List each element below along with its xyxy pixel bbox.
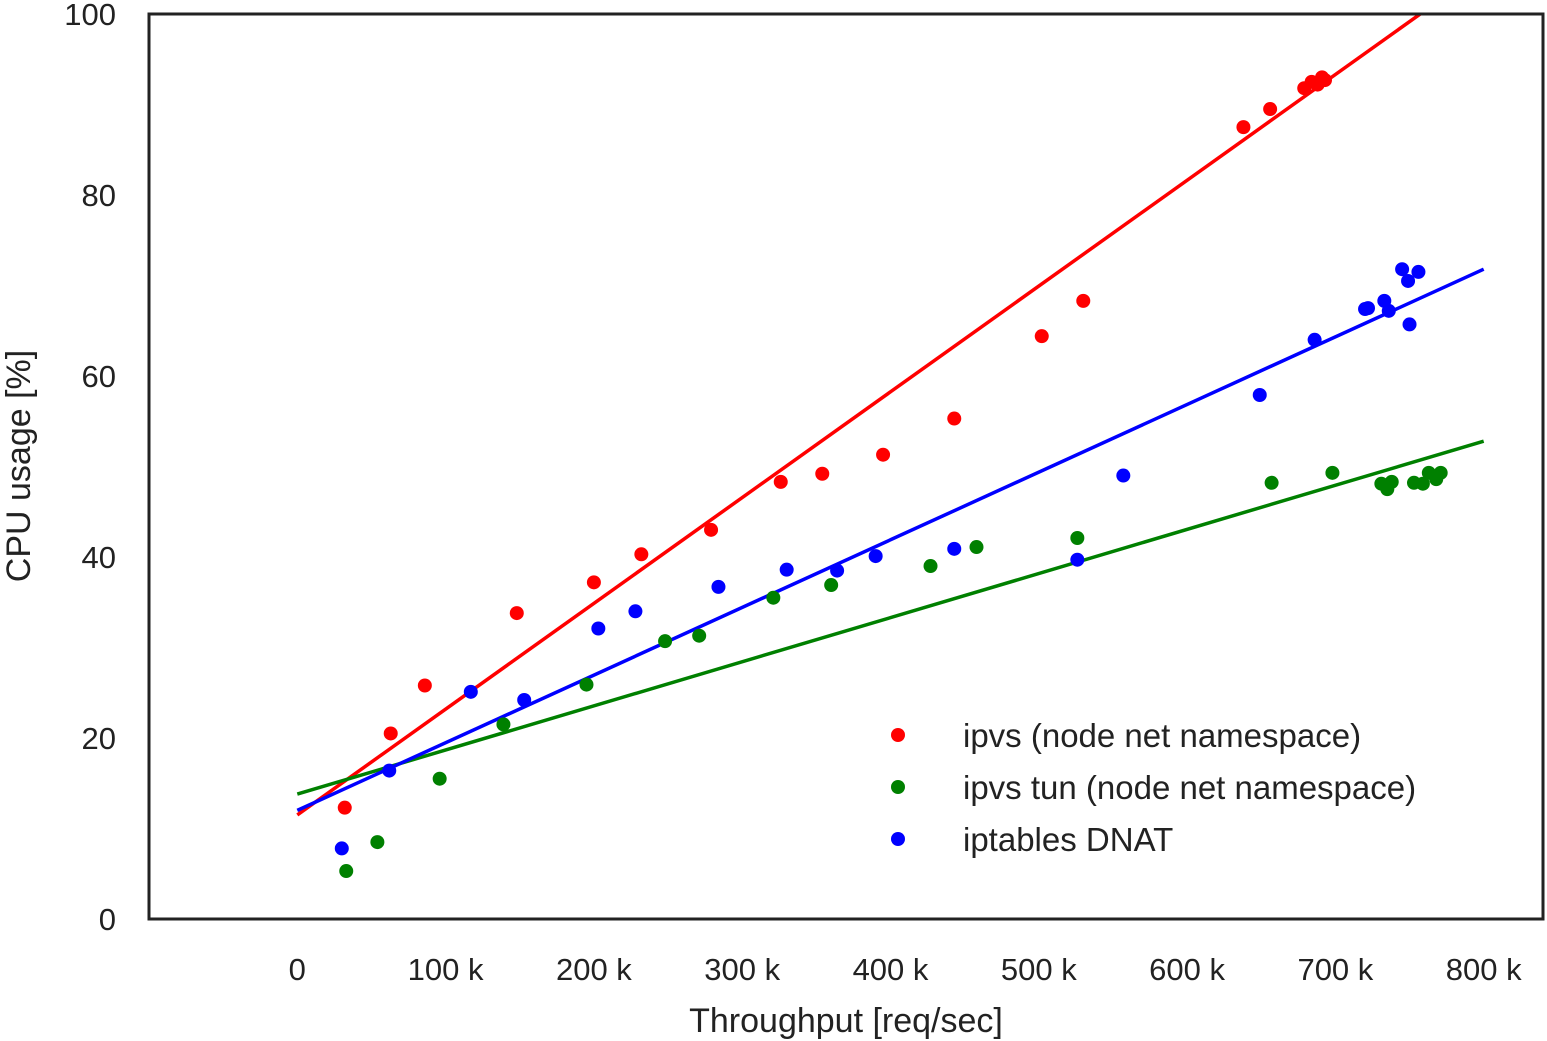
fit-line [296, 14, 1424, 817]
data-point [417, 678, 432, 693]
y-tick-label: 100 [64, 0, 116, 32]
y-axis-ticks: 0 20 40 60 80 100 [64, 0, 116, 937]
fit-line [296, 439, 1485, 796]
data-point [1384, 474, 1399, 489]
x-tick-label: 400 k [853, 952, 929, 987]
data-point [1361, 301, 1376, 316]
x-tick-label: 700 k [1297, 952, 1373, 987]
data-point [830, 563, 845, 578]
x-tick-label: 800 k [1446, 952, 1522, 987]
y-tick-label: 20 [82, 721, 116, 756]
legend-entry-label: ipvs (node net namespace) [963, 717, 1361, 754]
legend-marker [891, 728, 905, 742]
data-point [339, 864, 354, 879]
data-point [496, 717, 511, 732]
data-point [1401, 273, 1416, 288]
data-point [704, 522, 719, 537]
data-point [586, 575, 601, 590]
y-tick-label: 0 [99, 902, 116, 937]
data-point [692, 628, 707, 643]
data-point [383, 726, 398, 741]
data-point [923, 559, 938, 574]
data-point [1415, 476, 1430, 491]
data-point [1433, 465, 1448, 480]
x-tick-label: 500 k [1001, 952, 1077, 987]
data-point [579, 677, 594, 692]
data-point [334, 841, 349, 856]
data-point [1070, 552, 1085, 567]
x-tick-label: 600 k [1149, 952, 1225, 987]
data-point [773, 474, 788, 489]
data-point [1252, 388, 1267, 403]
data-point [1395, 262, 1410, 277]
data-point [947, 541, 962, 556]
fit-lines [296, 14, 1485, 817]
data-point [1076, 293, 1091, 308]
legend-marker [891, 780, 905, 794]
data-point [711, 579, 726, 594]
data-point [1318, 73, 1333, 88]
data-point [766, 590, 781, 605]
legend-entry-label: ipvs tun (node net namespace) [963, 769, 1416, 806]
data-point [1236, 120, 1251, 135]
data-point [1264, 475, 1279, 490]
data-point [779, 562, 794, 577]
data-point [1325, 465, 1340, 480]
data-point [868, 549, 883, 564]
y-tick-label: 80 [82, 178, 116, 213]
y-axis-label: CPU usage [%] [0, 350, 38, 582]
data-point [824, 578, 839, 593]
x-tick-label: 0 [289, 952, 306, 987]
data-point [658, 634, 673, 649]
data-point [591, 621, 606, 636]
x-tick-label: 300 k [704, 952, 780, 987]
data-point [382, 763, 397, 778]
x-tick-label: 100 k [408, 952, 484, 987]
data-point [1070, 530, 1085, 545]
data-point [1307, 332, 1322, 347]
y-tick-label: 60 [82, 359, 116, 394]
data-point [509, 606, 524, 621]
y-tick-label: 40 [82, 540, 116, 575]
legend: ipvs (node net namespace) ipvs tun (node … [891, 717, 1416, 858]
data-point [1034, 329, 1049, 344]
data-point [337, 800, 352, 815]
plot-frame [147, 12, 1545, 921]
data-point [370, 835, 385, 850]
data-point [517, 692, 532, 707]
data-point [969, 540, 984, 555]
x-axis-label: Throughput [req/sec] [689, 1002, 1003, 1040]
data-point [876, 447, 891, 462]
data-point [1381, 303, 1396, 318]
data-point [634, 547, 649, 562]
legend-marker [891, 832, 905, 846]
data-point [1263, 102, 1278, 117]
data-point [1411, 264, 1426, 279]
data-point [463, 684, 478, 699]
data-point [947, 411, 962, 426]
x-tick-label: 200 k [556, 952, 632, 987]
data-point [628, 604, 643, 619]
data-point [815, 466, 830, 481]
fit-line [296, 267, 1485, 812]
data-points [334, 70, 1448, 879]
legend-entry-label: iptables DNAT [963, 821, 1173, 858]
data-point [432, 771, 447, 786]
data-point [1402, 317, 1417, 332]
x-axis-ticks: 0 100 k 200 k 300 k 400 k 500 k 600 k 700 k 800 … [289, 952, 1522, 987]
data-point [1116, 468, 1131, 483]
